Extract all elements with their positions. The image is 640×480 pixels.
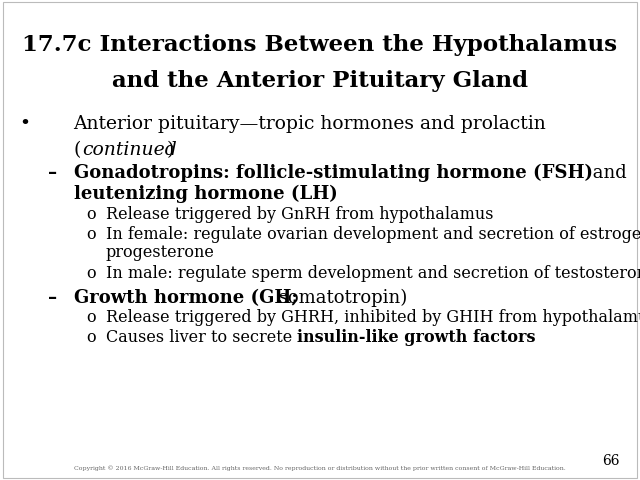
Text: o: o: [86, 309, 96, 326]
Text: (: (: [74, 141, 81, 159]
Text: Anterior pituitary—tropic hormones and prolactin: Anterior pituitary—tropic hormones and p…: [74, 115, 547, 133]
Text: –: –: [48, 289, 57, 307]
Text: Causes liver to secrete: Causes liver to secrete: [106, 329, 297, 346]
Text: Copyright © 2016 McGraw-Hill Education. All rights reserved. No reproduction or : Copyright © 2016 McGraw-Hill Education. …: [74, 466, 566, 471]
Text: –: –: [48, 164, 57, 182]
Text: ): ): [166, 141, 173, 159]
Text: Release triggered by GnRH from hypothalamus: Release triggered by GnRH from hypothala…: [106, 206, 493, 223]
Text: Release triggered by GHRH, inhibited by GHIH from hypothalamus: Release triggered by GHRH, inhibited by …: [106, 309, 640, 326]
Text: Gonadotropins: follicle-stimulating hormone (FSH): Gonadotropins: follicle-stimulating horm…: [74, 164, 593, 182]
Text: Growth hormone (GH;: Growth hormone (GH;: [74, 289, 298, 307]
Text: progesterone: progesterone: [106, 244, 214, 262]
Text: o: o: [86, 226, 96, 243]
Text: and the Anterior Pituitary Gland: and the Anterior Pituitary Gland: [112, 70, 528, 92]
Text: leutenizing hormone (LH): leutenizing hormone (LH): [74, 185, 337, 203]
Text: o: o: [86, 329, 96, 346]
Text: continued: continued: [82, 141, 177, 159]
Text: 66: 66: [602, 454, 620, 468]
Text: o: o: [86, 264, 96, 282]
Text: •: •: [19, 115, 30, 133]
Text: 17.7c Interactions Between the Hypothalamus: 17.7c Interactions Between the Hypothala…: [22, 34, 618, 56]
Text: somatotropin): somatotropin): [273, 289, 407, 307]
Text: In male: regulate sperm development and secretion of testosterone: In male: regulate sperm development and …: [106, 264, 640, 282]
Text: o: o: [86, 206, 96, 223]
Text: In female: regulate ovarian development and secretion of estrogen and: In female: regulate ovarian development …: [106, 226, 640, 243]
Text: and: and: [587, 164, 627, 182]
Text: insulin-like growth factors: insulin-like growth factors: [297, 329, 536, 346]
